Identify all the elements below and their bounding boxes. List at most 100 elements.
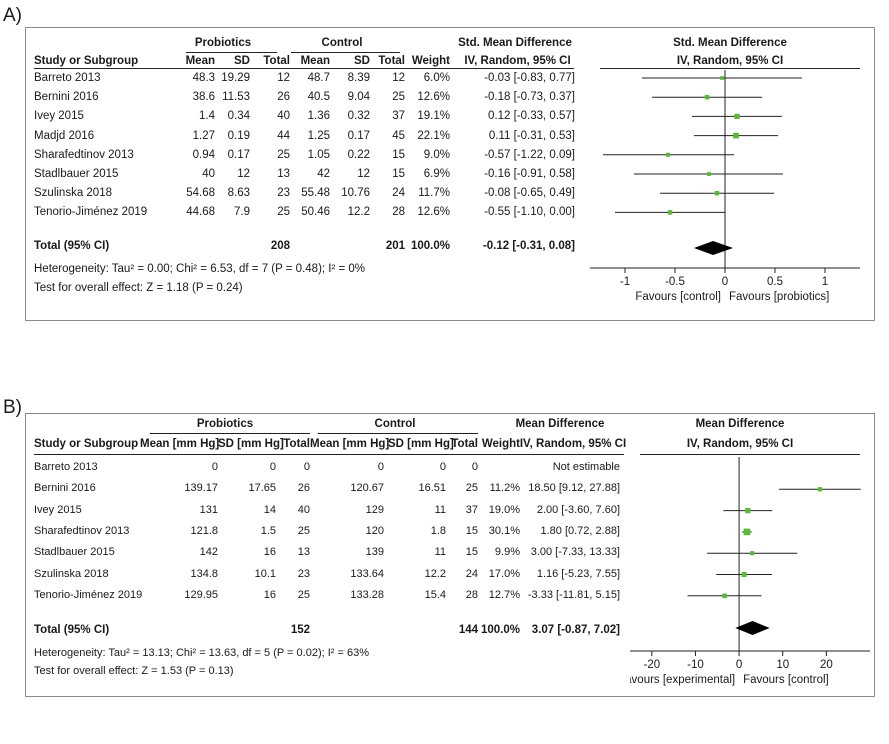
exp-total-cell: 44 <box>277 129 290 142</box>
panel-b-frame <box>25 413 875 697</box>
panel-b-header-plot-ci: IV, Random, 95% CI <box>686 438 794 450</box>
x-tick-label: -1 <box>620 276 630 288</box>
exp-total-cell: 25 <box>277 206 290 219</box>
ctl-sd-cell: 12.2 <box>424 567 446 580</box>
ctl-mean-cell: 133.64 <box>350 567 384 580</box>
panel-a-header-exp-sd: SD <box>234 55 250 67</box>
x-tick-label: 1 <box>822 276 828 288</box>
exp-mean-cell: 44.68 <box>186 206 215 219</box>
study-estimate-marker <box>743 528 751 536</box>
panel-a-group-underline <box>186 52 277 53</box>
ctl-total-cell: 28 <box>465 588 478 601</box>
study-estimate-marker <box>667 210 673 215</box>
x-tick-label: -20 <box>644 659 661 671</box>
study-estimate-marker <box>817 487 822 492</box>
panel-a-frame <box>25 27 875 321</box>
panel-b-header-rule <box>34 454 624 455</box>
study-name: Stadlbauer 2015 <box>34 546 115 559</box>
panel-b-total-ci: 3.07 [-0.87, 7.02] <box>531 624 620 636</box>
ci-cell: 1.16 [-5.23, 7.55] <box>536 567 620 580</box>
exp-sd-cell: 1.5 <box>260 524 276 537</box>
panel-a-header-ctl-total: Total <box>378 55 405 67</box>
weight-cell: 11.7% <box>418 187 450 200</box>
ctl-total-cell: 12 <box>392 72 405 84</box>
ctl-mean-cell: 40.5 <box>307 91 330 104</box>
exp-mean-cell: 0 <box>211 461 218 473</box>
panel-b-experimental-group-label: Probiotics <box>196 418 254 430</box>
panel-b-total-weight: 100.0% <box>480 624 520 636</box>
exp-sd-cell: 7.9 <box>234 206 250 219</box>
exp-total-cell: 40 <box>277 110 290 123</box>
exp-total-cell: 13 <box>277 168 290 180</box>
ctl-mean-cell: 139 <box>365 546 384 559</box>
favours-right-label: Favours [probiotics] <box>729 291 829 303</box>
weight-cell: 22.1% <box>417 129 450 142</box>
panel-b-group-underline <box>318 433 478 434</box>
panel-b-overall-effect: Test for overall effect: Z = 1.53 (P = 0… <box>34 665 234 677</box>
panel-b-forest-plot: -20 -10 0 10 20 Favours [experimental] Favours… <box>630 457 870 686</box>
panel-a-total-weight: 100.0% <box>410 240 450 252</box>
panel-b-header-ctl-mean: Mean [mm Hg] <box>310 438 390 450</box>
ci-cell: -0.03 [-0.83, 0.77] <box>484 72 575 84</box>
study-estimate-marker <box>707 172 711 176</box>
ci-cell: -0.57 [-1.22, 0.09] <box>484 148 575 161</box>
panel-a-group-underline <box>291 52 400 53</box>
x-tick-label: -10 <box>687 659 704 671</box>
exp-sd-cell: 10.1 <box>254 567 276 580</box>
exp-mean-cell: 38.6 <box>192 91 215 104</box>
panel-b-label: B) <box>3 397 22 418</box>
study-estimate-marker <box>741 571 747 578</box>
exp-total-cell: 26 <box>277 91 290 104</box>
ctl-total-cell: 24 <box>465 567 478 580</box>
exp-total-cell: 23 <box>277 187 290 200</box>
study-name: Bernini 2016 <box>34 91 99 104</box>
panel-a-control-group-label: Control <box>321 37 363 49</box>
study-estimate-marker <box>750 551 755 556</box>
study-name: Tenorio-Jiménez 2019 <box>34 588 143 601</box>
ctl-mean-cell: 50.46 <box>301 206 330 219</box>
ctl-total-cell: 24 <box>392 187 405 200</box>
ctl-sd-cell: 16.51 <box>418 482 446 495</box>
study-name: Szulinska 2018 <box>34 187 112 200</box>
ctl-mean-cell: 48.7 <box>307 72 330 84</box>
ctl-sd-cell: 0.32 <box>347 110 370 123</box>
ctl-mean-cell: 129 <box>365 503 384 516</box>
panel-b-header-ctl-total: Total <box>451 438 478 450</box>
ctl-sd-cell: 10.76 <box>341 187 370 200</box>
x-tick-label: 0 <box>722 276 728 288</box>
exp-mean-cell: 40 <box>202 168 215 180</box>
exp-sd-cell: 12 <box>237 168 250 180</box>
panel-a-forest-plot: -1 -0.5 0 0.5 1 Favours [control] Favours [pro… <box>590 70 860 303</box>
ctl-total-cell: 25 <box>392 91 405 104</box>
exp-sd-cell: 11.53 <box>222 91 250 104</box>
panel-a-header-ctl-sd: SD <box>354 55 370 67</box>
ctl-mean-cell: 0 <box>377 461 384 473</box>
exp-total-cell: 23 <box>297 567 310 580</box>
exp-total-cell: 0 <box>303 461 310 473</box>
ctl-total-cell: 28 <box>392 206 405 219</box>
study-estimate-marker <box>733 132 739 139</box>
study-name: Stadlbauer 2015 <box>34 168 119 180</box>
exp-mean-cell: 1.4 <box>199 110 215 123</box>
panel-a-total-label: Total (95% CI) <box>34 240 110 252</box>
ctl-sd-cell: 9.04 <box>347 91 370 104</box>
exp-sd-cell: 8.63 <box>227 187 250 200</box>
panel-a-label: A) <box>3 5 22 26</box>
ctl-sd-cell: 0.17 <box>347 129 370 142</box>
ci-cell: 2.00 [-3.60, 7.60] <box>536 503 620 516</box>
ctl-mean-cell: 1.36 <box>307 110 330 123</box>
ci-cell: -0.18 [-0.73, 0.37] <box>484 91 575 104</box>
study-name: Madjd 2016 <box>34 129 95 142</box>
ctl-mean-cell: 120 <box>365 524 384 537</box>
exp-mean-cell: 139.17 <box>184 482 218 495</box>
ctl-mean-cell: 120.67 <box>350 482 384 495</box>
study-name: Ivey 2015 <box>34 110 84 123</box>
panel-b-header-rule <box>640 454 860 455</box>
exp-total-cell: 13 <box>297 546 310 559</box>
weight-cell: 12.6% <box>417 206 450 219</box>
panel-b-heterogeneity: Heterogeneity: Tau² = 13.13; Chi² = 13.6… <box>34 647 369 659</box>
panel-b-header-exp-mean: Mean [mm Hg] <box>140 438 220 450</box>
ctl-total-cell: 45 <box>392 129 405 142</box>
ctl-sd-cell: 1.8 <box>430 524 446 537</box>
exp-sd-cell: 0.34 <box>227 110 250 123</box>
